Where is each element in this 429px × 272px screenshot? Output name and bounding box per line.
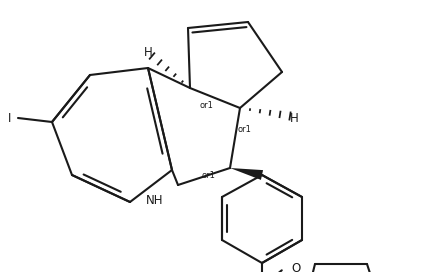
Text: I: I: [8, 112, 12, 125]
Text: or1: or1: [202, 172, 216, 181]
Text: H: H: [290, 112, 299, 125]
Text: or1: or1: [238, 125, 252, 134]
Text: O: O: [291, 261, 301, 272]
Text: NH: NH: [146, 193, 164, 206]
Polygon shape: [230, 168, 263, 180]
Text: or1: or1: [200, 101, 214, 110]
Text: H: H: [144, 47, 152, 60]
